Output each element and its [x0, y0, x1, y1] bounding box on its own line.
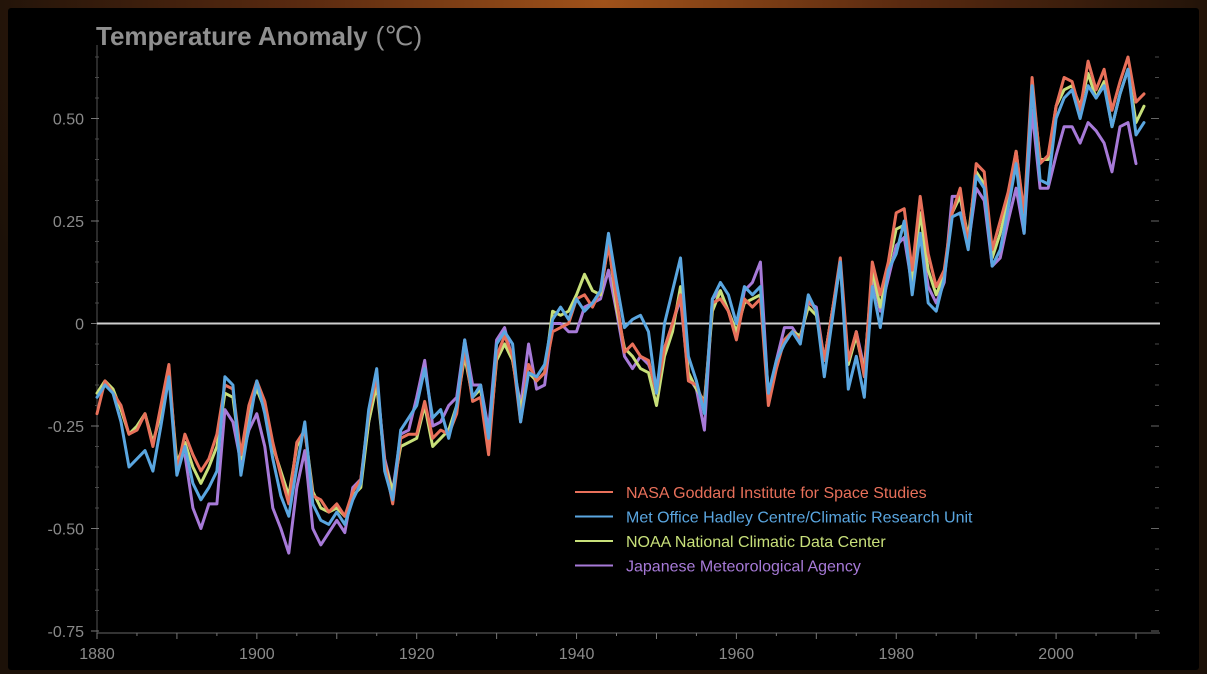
chart-title: Temperature Anomaly (℃)	[96, 21, 422, 51]
legend-label: Japanese Meteorological Agency	[626, 559, 861, 576]
chart-title-text: Temperature Anomaly	[96, 21, 368, 51]
x-tick-label: 1940	[559, 646, 595, 663]
x-tick-label: 1980	[878, 646, 914, 663]
y-tick-label: -0.50	[48, 522, 85, 539]
y-tick-label: -0.25	[48, 419, 85, 436]
series-lines	[95, 55, 1146, 555]
series-line-nasa-goddard-institute-for-space-studies	[95, 55, 1146, 518]
chart-title-unit: (℃)	[376, 21, 423, 51]
chart-panel	[8, 8, 1199, 670]
x-tick-label: 1960	[719, 646, 755, 663]
y-tick-label: -0.75	[48, 624, 85, 641]
y-tick-label: 0.25	[53, 214, 84, 231]
series-line-met-office-hadley-centre-climatic-research-unit	[95, 67, 1146, 526]
legend: NASA Goddard Institute for Space Studies…	[575, 485, 973, 576]
x-tick-label: 1900	[239, 646, 275, 663]
x-tick-label: 1920	[399, 646, 435, 663]
legend-label: Met Office Hadley Centre/Climatic Resear…	[626, 510, 973, 527]
axes: 0.50 0.25 0 -0.25 -0.50 -0.75 1880 1900 1920 1940…	[48, 45, 1160, 663]
x-tick-label: 2000	[1038, 646, 1074, 663]
x-tick-label: 1880	[79, 646, 115, 663]
legend-label: NOAA National Climatic Data Center	[626, 534, 886, 551]
series-line-noaa-national-climatic-data-center	[95, 67, 1146, 518]
legend-label: NASA Goddard Institute for Space Studies	[626, 485, 927, 502]
y-tick-label: 0.50	[53, 112, 84, 129]
y-tick-label: 0	[75, 317, 84, 334]
